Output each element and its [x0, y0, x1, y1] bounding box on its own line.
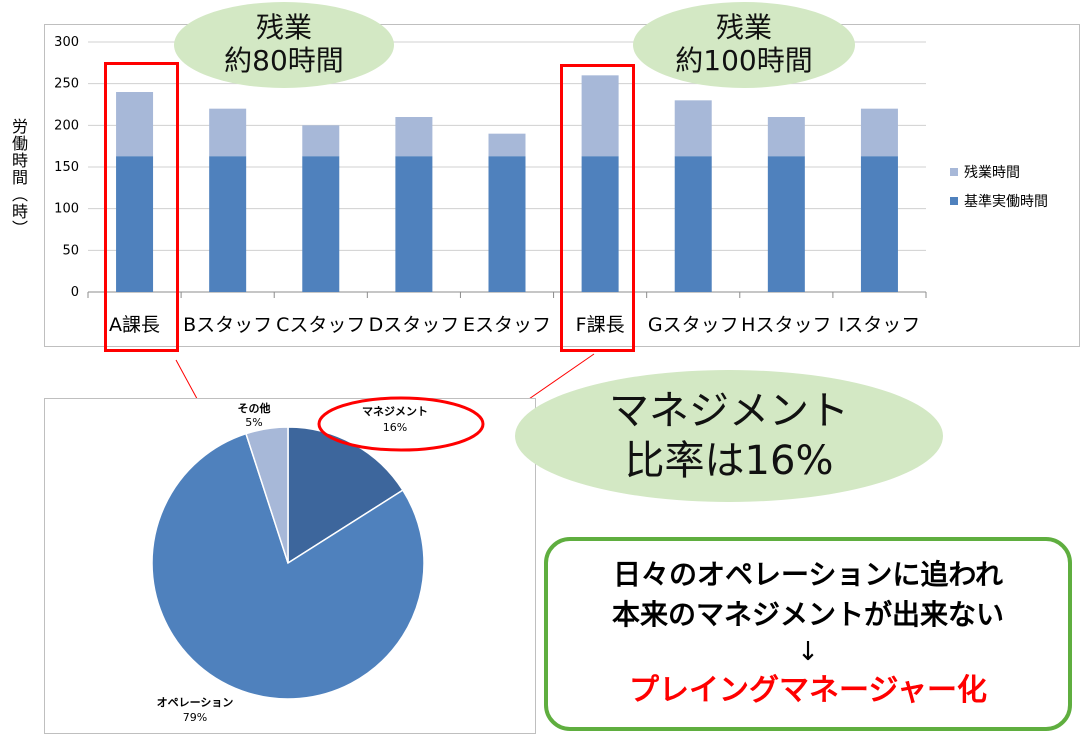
summary-down-arrow-icon: ↓ [797, 637, 819, 667]
y-tick-label: 200 [54, 118, 79, 133]
x-category-label: Cスタッフ [276, 314, 365, 336]
legend-item-overtime: 残業時間 [950, 162, 1020, 182]
x-category-label: Gスタッフ [648, 314, 739, 336]
overtime-callout-a: 残業 約80時間 [174, 2, 394, 88]
x-category-label: Dスタッフ [369, 314, 460, 336]
overtime-callout-f-line1: 残業 [715, 11, 772, 44]
highlight-box-f [560, 64, 635, 352]
bar-overtime [674, 100, 712, 157]
summary-line1: 日々のオペレーションに追われ [612, 558, 1004, 591]
bar-overtime [116, 92, 154, 157]
bar-base [860, 156, 898, 292]
overtime-callout-f-line2: 約100時間 [675, 44, 813, 77]
bar-overtime [209, 108, 247, 157]
y-tick-label: 100 [54, 202, 79, 217]
management-ratio-line2: 比率は16% [624, 438, 834, 484]
y-tick-label: 300 [54, 35, 79, 50]
x-category-label: Iスタッフ [839, 314, 921, 336]
x-category-label: F課長 [576, 314, 625, 336]
pie-chart [151, 426, 425, 700]
y-tick-label: 250 [54, 77, 79, 92]
legend-swatch-base [950, 197, 958, 205]
pie-slice-other [245, 426, 289, 564]
summary-line2: 本来のマネジメントが出来ない [611, 598, 1004, 631]
x-category-label: Hスタッフ [741, 314, 831, 336]
bar-base [581, 156, 619, 292]
management-ratio-callout: マネジメント 比率は16% [515, 370, 943, 502]
bar-overtime [395, 117, 433, 157]
highlight-box-a [104, 62, 179, 352]
y-tick-label: 150 [54, 160, 79, 175]
bar-base [488, 156, 526, 292]
bar-base [767, 156, 805, 292]
bar-base [302, 156, 340, 292]
bar-base [116, 156, 154, 292]
y-tick-label: 0 [71, 285, 79, 300]
overtime-callout-f: 残業 約100時間 [633, 2, 855, 88]
bar-base [209, 156, 247, 292]
legend-label-overtime: 残業時間 [964, 165, 1020, 181]
legend-label-base: 基準実働時間 [964, 194, 1048, 210]
legend-item-base: 基準実働時間 [950, 191, 1048, 211]
bar-base [674, 156, 712, 292]
summary-box: 日々のオペレーションに追われ 本来のマネジメントが出来ない ↓ プレイングマネー… [544, 537, 1072, 731]
pie-label-management-value: 16% [382, 421, 408, 434]
pie-label-operation: オペレーション 79% [140, 695, 250, 725]
bar-chart: 0 50 100 150 200 250 300 A課長 Bスタッフ Cスタッフ Dスタッフ Eスタッ… [54, 35, 927, 336]
pie-slice-operation [151, 432, 425, 700]
bar-overtime [302, 125, 340, 157]
legend-swatch-overtime [950, 168, 958, 176]
y-tick-label: 50 [62, 243, 79, 258]
pie-label-other-name: その他 [237, 402, 271, 415]
overtime-callout-a-line1: 残業 [255, 11, 312, 44]
x-category-label: A課長 [109, 314, 160, 336]
bar-base [395, 156, 433, 292]
overtime-callout-a-line2: 約80時間 [224, 44, 344, 77]
pie-label-other-value: 5% [245, 416, 263, 429]
bar-overtime [581, 75, 619, 157]
pie-label-management-name: マネジメント [362, 405, 428, 418]
pie-label-management: マネジメント 16% [330, 404, 460, 436]
bar-overtime [767, 117, 805, 157]
x-category-label: Eスタッフ [463, 314, 551, 336]
summary-result: プレイングマネージャー化 [629, 673, 987, 708]
x-category-label: Bスタッフ [183, 314, 272, 336]
management-highlight-ellipse [317, 396, 485, 452]
pie-label-operation-value: 79% [182, 711, 208, 724]
management-ratio-line1: マネジメント [609, 388, 849, 434]
bar-chart-y-axis-label: 労働時間（時） [9, 118, 28, 237]
pie-label-other: その他 5% [226, 402, 282, 430]
bar-overtime [488, 133, 526, 157]
bar-overtime [860, 108, 898, 157]
pie-label-operation-name: オペレーション [156, 696, 234, 709]
